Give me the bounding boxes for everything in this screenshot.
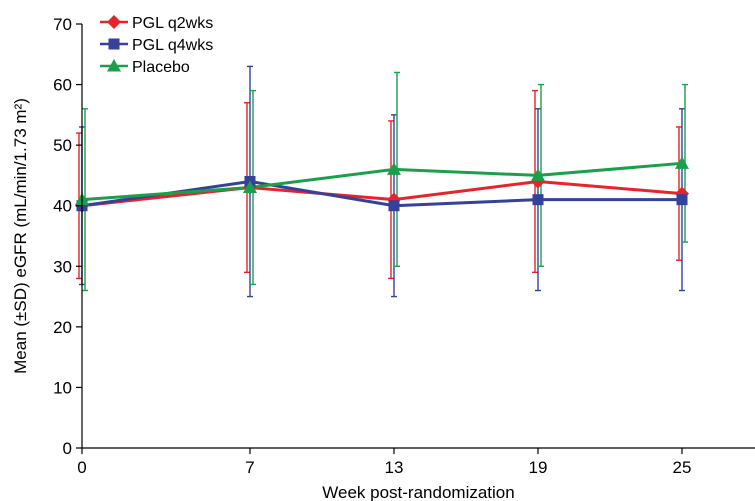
y-tick-label: 30 xyxy=(53,257,72,276)
square-marker xyxy=(388,200,400,212)
x-ticks: 0 7 13 19 25 xyxy=(77,448,691,477)
y-tick-label: 10 xyxy=(53,378,72,397)
x-tick-label: 13 xyxy=(385,458,404,477)
pgl-q2wks-legend-label: PGL q2wks xyxy=(132,15,213,32)
y-tick-label: 20 xyxy=(53,318,72,337)
y-tick-label: 60 xyxy=(53,76,72,95)
series-lines xyxy=(81,161,683,208)
triangle-marker xyxy=(107,59,121,72)
placebo-legend-label: Placebo xyxy=(132,59,190,76)
placebo-series-line xyxy=(81,161,683,202)
square-marker xyxy=(108,38,120,50)
square-marker xyxy=(676,194,688,206)
x-tick-label: 7 xyxy=(245,458,254,477)
x-tick-label: 25 xyxy=(673,458,692,477)
y-tick-label: 0 xyxy=(63,439,72,458)
y-tick-label: 70 xyxy=(53,15,72,34)
triangle-marker xyxy=(531,168,545,181)
square-marker xyxy=(532,194,544,206)
x-tick-label: 19 xyxy=(529,458,548,477)
x-axis-title: Week post-randomization xyxy=(322,483,514,501)
diamond-marker xyxy=(107,15,121,29)
triangle-marker xyxy=(675,156,689,169)
triangle-marker xyxy=(387,162,401,175)
y-ticks: 0 10 20 30 40 50 60 70 xyxy=(53,15,82,458)
pgl-q4wks-legend-label: PGL q4wks xyxy=(132,37,213,54)
axes xyxy=(81,24,755,449)
y-tick-label: 40 xyxy=(53,197,72,216)
y-tick-label: 50 xyxy=(53,136,72,155)
y-axis-title: Mean (±SD) eGFR (mL/min/1.73 m²) xyxy=(11,98,30,374)
error-bars xyxy=(76,65,688,298)
triangle-marker xyxy=(243,180,257,194)
legend: PGL q2wks PGL q4wks Placebo xyxy=(100,15,213,76)
x-tick-label: 0 xyxy=(77,458,86,477)
